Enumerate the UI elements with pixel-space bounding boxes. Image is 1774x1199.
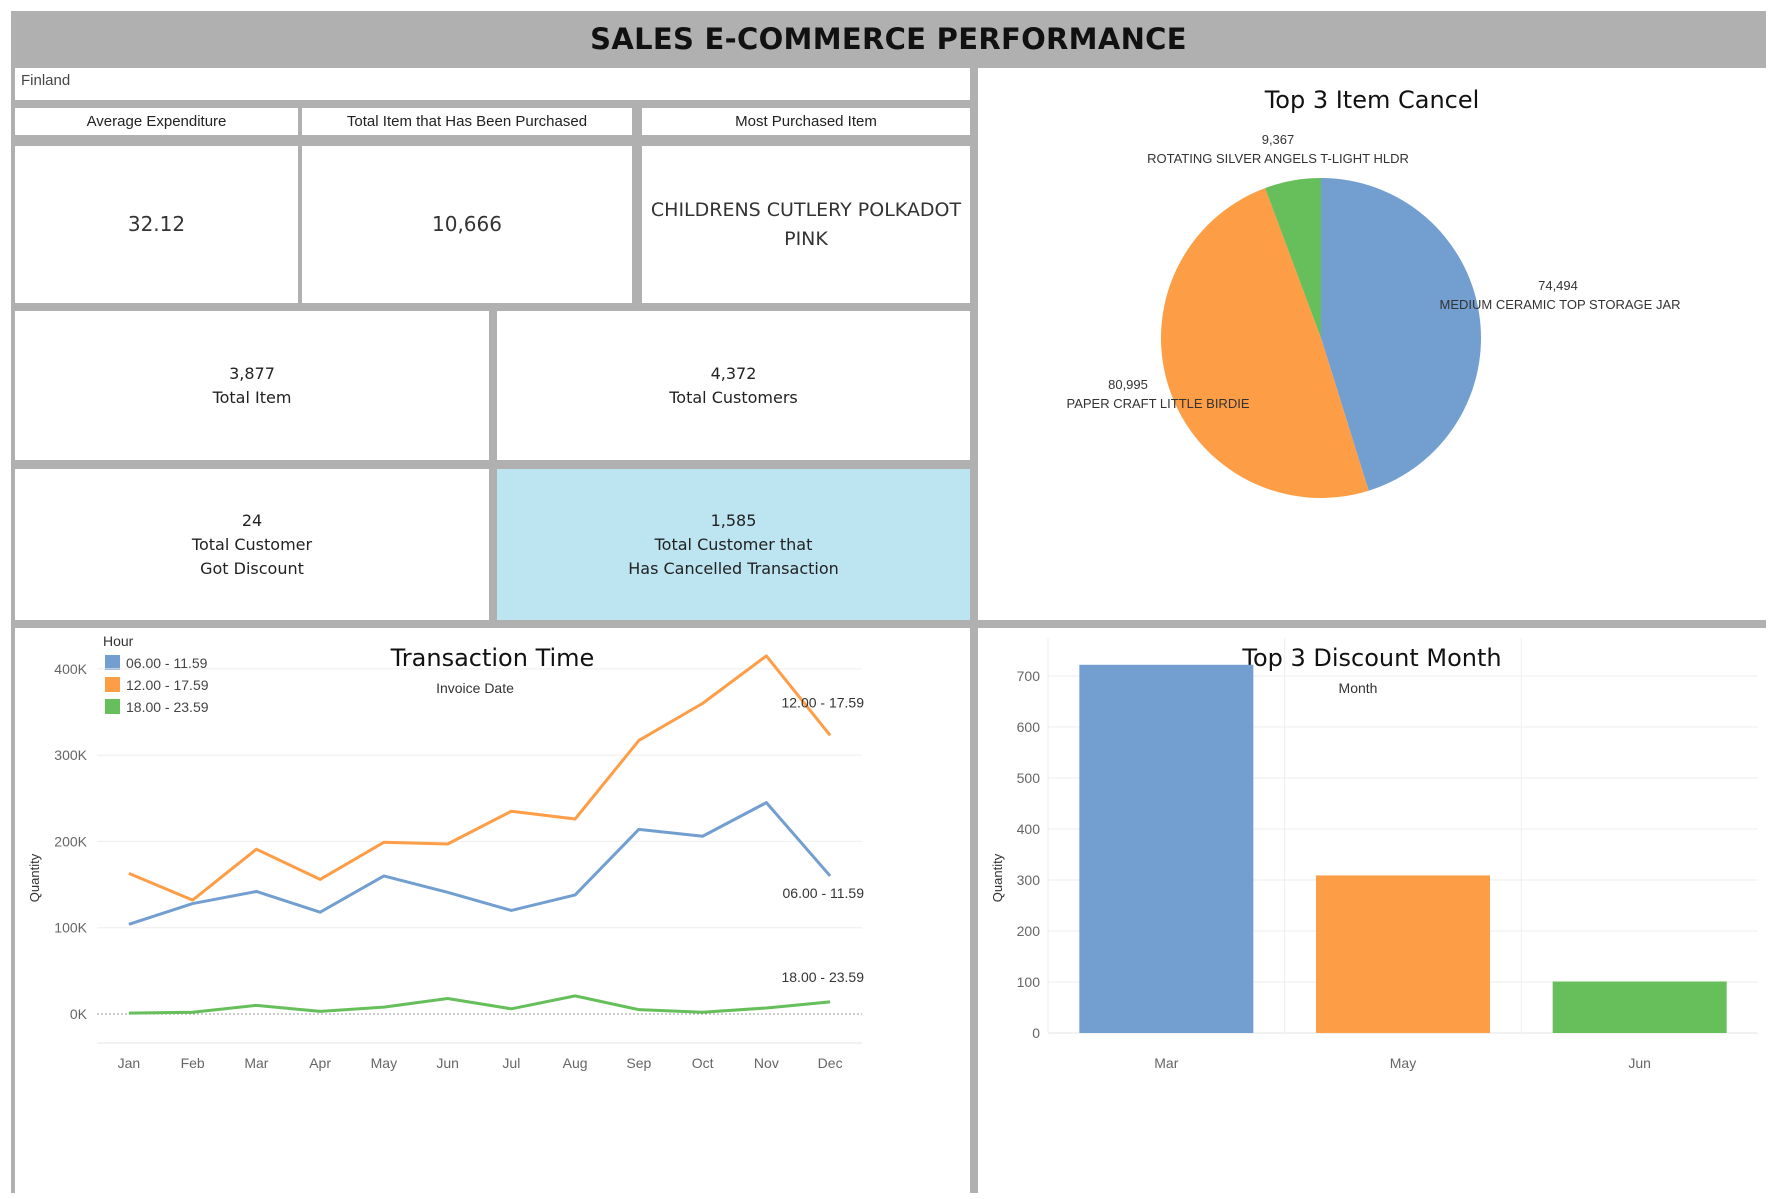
y-tick-label: 0 <box>1032 1025 1040 1041</box>
y-tick-label: 700 <box>1017 668 1041 684</box>
pie-slice <box>1265 178 1321 338</box>
kpi-value-average-expenditure: 32.12 <box>15 146 298 303</box>
bar-chart-title: Top 3 Discount Month <box>1242 644 1502 672</box>
dashboard-title: SALES E-COMMERCE PERFORMANCE <box>590 22 1187 56</box>
kpi-header-total-purchased: Total Item that Has Been Purchased <box>302 108 632 135</box>
x-tick-label: Jun <box>1628 1055 1651 1071</box>
x-tick-label: May <box>1390 1055 1416 1071</box>
bar-chart: Month Quantity 0 100 200 300 400 500 600 700 Mar Ma… <box>990 638 1758 1071</box>
x-tick-label: Mar <box>1154 1055 1178 1071</box>
pie-slice <box>1160 188 1369 499</box>
pie-slice-label: ROTATING SILVER ANGELS T-LIGHT HLDR <box>1147 151 1409 166</box>
series-end-label: 12.00 - 17.59 <box>781 694 864 710</box>
bar-y-axis-label: Quantity <box>990 853 1005 902</box>
legend-title: Hour <box>103 633 134 649</box>
y-tick-label: 300 <box>1017 872 1041 888</box>
stat-value: 1,585 <box>710 510 757 530</box>
pie-slice <box>1321 178 1481 491</box>
pie-chart: 74,494 MEDIUM CERAMIC TOP STORAGE JAR 80,9… <box>1066 132 1681 499</box>
legend-entry: 18.00 - 23.59 <box>126 699 209 715</box>
x-tick-label: May <box>371 1055 397 1071</box>
stat-customer-cancelled[interactable]: 1,585 Total Customer that Has Cancelled … <box>497 469 970 620</box>
series-line-0 <box>128 801 832 926</box>
x-tick-label: Apr <box>309 1055 331 1071</box>
stat-label: Total Customer that Has Cancelled Transa… <box>628 534 839 578</box>
kpi-value-most-purchased: CHILDRENS CUTLERY POLKADOT PINK <box>642 146 970 303</box>
x-tick-label: Jul <box>502 1055 520 1071</box>
x-tick-label: Jan <box>118 1055 141 1071</box>
pie-slice-label: PAPER CRAFT LITTLE BIRDIE <box>1066 396 1249 411</box>
x-tick-label: Dec <box>818 1055 843 1071</box>
kpi-header-most-purchased: Most Purchased Item <box>642 108 970 135</box>
legend-swatch <box>105 655 120 670</box>
stat-value: 4,372 <box>710 363 757 383</box>
country-filter[interactable]: Finland <box>15 68 970 100</box>
y-tick-label: 0K <box>70 1006 88 1022</box>
legend-entry: 12.00 - 17.59 <box>126 677 209 693</box>
kpi-value-total-purchased: 10,666 <box>302 146 632 303</box>
pie-value-label: 80,995 <box>1108 377 1148 392</box>
y-tick-label: 500 <box>1017 770 1041 786</box>
bar <box>1316 875 1490 1033</box>
stat-customer-discount: 24 Total Customer Got Discount <box>15 469 489 620</box>
dashboard: SALES E-COMMERCE PERFORMANCE Finland Ave… <box>11 11 1766 1193</box>
y-tick-label: 100K <box>54 920 87 936</box>
line-chart: Invoice Date Quantity Hour 06.00 - 11.59 12.… <box>27 633 865 1071</box>
series-end-label: 06.00 - 11.59 <box>783 885 865 901</box>
y-tick-label: 400 <box>1017 821 1041 837</box>
x-tick-label: Jun <box>436 1055 459 1071</box>
bar <box>1079 664 1254 1033</box>
x-tick-label: Mar <box>244 1055 268 1071</box>
pie-slice-label: MEDIUM CERAMIC TOP STORAGE JAR <box>1439 297 1680 312</box>
line-panel: Transaction Time Invoice Date Quantity Hou… <box>15 628 970 1193</box>
pie-chart-title: Top 3 Item Cancel <box>1264 86 1480 114</box>
series-line-2 <box>128 994 831 1015</box>
series-end-label: 18.00 - 23.59 <box>781 969 864 985</box>
stat-total-item: 3,877 Total Item <box>15 311 489 460</box>
y-tick-label: 100 <box>1017 974 1041 990</box>
line-y-axis-label: Quantity <box>27 853 42 902</box>
pie-panel: Top 3 Item Cancel 74,494 MEDIUM CERAMIC T… <box>978 68 1766 620</box>
bar-subtitle: Month <box>1339 680 1378 696</box>
legend-swatch <box>105 699 120 714</box>
y-tick-label: 600 <box>1017 719 1041 735</box>
stat-label: Total Item <box>212 387 292 407</box>
bar <box>1552 981 1727 1033</box>
x-tick-label: Nov <box>754 1055 779 1071</box>
bar-panel: Top 3 Discount Month Month Quantity 0 100 20… <box>978 628 1766 1193</box>
y-tick-label: 200 <box>1017 923 1041 939</box>
stat-value: 3,877 <box>229 363 275 383</box>
x-tick-label: Aug <box>563 1055 588 1071</box>
x-tick-label: Feb <box>181 1055 205 1071</box>
legend-entry: 06.00 - 11.59 <box>126 655 208 671</box>
line-subtitle: Invoice Date <box>436 680 514 696</box>
kpi-header-average-expenditure: Average Expenditure <box>15 108 298 135</box>
stat-total-customers: 4,372 Total Customers <box>497 311 970 460</box>
x-tick-label: Sep <box>626 1055 651 1071</box>
pie-value-label: 9,367 <box>1262 132 1295 147</box>
y-tick-label: 400K <box>54 661 87 677</box>
line-chart-title: Transaction Time <box>390 644 595 672</box>
stat-value: 24 <box>241 510 263 530</box>
y-tick-label: 300K <box>54 747 87 763</box>
legend-swatch <box>105 677 120 692</box>
series-line-1 <box>128 654 832 902</box>
y-tick-label: 200K <box>54 833 87 849</box>
x-tick-label: Oct <box>692 1055 714 1071</box>
stat-label: Total Customer Got Discount <box>191 534 313 578</box>
stat-label: Total Customers <box>669 387 798 407</box>
pie-value-label: 74,494 <box>1538 278 1578 293</box>
